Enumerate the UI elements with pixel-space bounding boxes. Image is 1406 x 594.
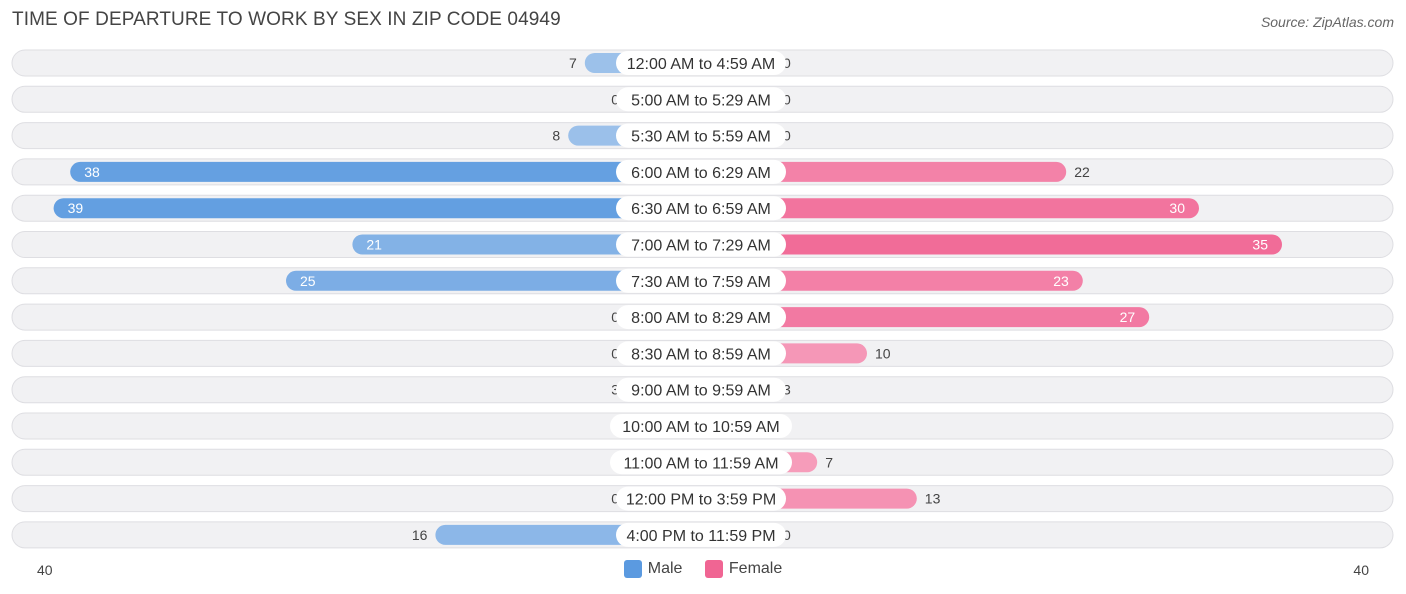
female-bar <box>701 161 1067 182</box>
category-label-background <box>616 159 786 184</box>
legend-swatch-male <box>623 560 642 578</box>
female-value-label: 10 <box>875 345 891 361</box>
category-label-background <box>616 486 786 511</box>
category-label: 6:00 AM to 6:29 AM <box>631 165 771 182</box>
male-value-label: 3 <box>611 382 619 398</box>
female-value-label: 0 <box>783 128 791 144</box>
male-bar <box>352 234 701 255</box>
category-label-background <box>616 522 786 547</box>
male-value-label: 0 <box>611 309 619 325</box>
legend-item-female: Female <box>704 560 783 578</box>
female-bar <box>701 198 1199 219</box>
female-value-label: 35 <box>1252 237 1268 253</box>
category-label: 5:30 AM to 5:59 AM <box>631 129 771 146</box>
source-credit: Source: ZipAtlas.com <box>1260 14 1394 30</box>
axis-label-left: 40 <box>37 562 53 578</box>
category-label: 8:00 AM to 8:29 AM <box>631 310 771 327</box>
female-value-label: 22 <box>1074 164 1090 180</box>
female-value-label: 3 <box>783 382 791 398</box>
male-value-label: 0 <box>611 345 619 361</box>
male-value-label: 38 <box>84 164 100 180</box>
category-label: 10:00 AM to 10:59 AM <box>622 419 779 436</box>
category-label: 6:30 AM to 6:59 AM <box>631 201 771 218</box>
category-label: 9:00 AM to 9:59 AM <box>631 383 771 400</box>
category-label: 8:30 AM to 8:59 AM <box>631 346 771 363</box>
male-value-label: 21 <box>366 237 382 253</box>
female-value-label: 7 <box>825 454 833 470</box>
category-label-background <box>616 123 786 148</box>
female-value-label: 23 <box>1053 273 1069 289</box>
female-bar <box>701 270 1083 291</box>
female-bar <box>701 307 1150 328</box>
legend-item-male: Male <box>623 560 683 578</box>
male-value-label: 0 <box>611 91 619 107</box>
category-label-background <box>616 87 786 112</box>
category-label-background <box>610 414 792 438</box>
category-label-background <box>616 377 786 402</box>
female-value-label: 0 <box>783 91 791 107</box>
category-label: 7:00 AM to 7:29 AM <box>631 238 771 255</box>
category-label-background <box>616 196 786 221</box>
category-label: 11:00 AM to 11:59 AM <box>623 455 778 472</box>
female-value-label: 27 <box>1120 309 1136 325</box>
male-value-label: 0 <box>611 491 619 507</box>
category-label: 12:00 AM to 4:59 AM <box>627 56 776 73</box>
legend-label-male: Male <box>647 560 683 577</box>
category-label: 5:00 AM to 5:29 AM <box>631 92 771 109</box>
category-label: 4:00 PM to 11:59 PM <box>626 528 775 545</box>
male-bar <box>53 198 702 219</box>
female-value-label: 13 <box>925 491 941 507</box>
chart-title: TIME OF DEPARTURE TO WORK BY SEX IN ZIP … <box>12 9 561 30</box>
legend-label-female: Female <box>728 560 783 577</box>
female-bar <box>701 234 1282 255</box>
male-value-label: 16 <box>412 527 428 543</box>
category-label: 12:00 PM to 3:59 PM <box>626 492 776 509</box>
category-label-background <box>616 341 786 366</box>
category-label-background <box>610 450 792 475</box>
legend: Male Female <box>0 560 1406 583</box>
male-value-label: 7 <box>569 55 577 71</box>
category-label-background <box>616 268 786 293</box>
category-label: 7:30 AM to 7:59 AM <box>631 274 771 291</box>
axis-label-right: 40 <box>1353 562 1369 578</box>
category-label-background <box>616 51 786 75</box>
female-value-label: 0 <box>783 55 791 71</box>
category-label-background <box>616 305 786 330</box>
male-value-label: 39 <box>68 200 84 216</box>
female-value-label: 0 <box>783 527 791 543</box>
category-label-background <box>616 232 786 257</box>
male-value-label: 8 <box>552 128 560 144</box>
male-bar <box>286 270 701 291</box>
male-value-label: 25 <box>300 273 316 289</box>
male-bar <box>70 161 701 182</box>
legend-swatch-female <box>704 560 723 578</box>
female-value-label: 30 <box>1169 200 1185 216</box>
